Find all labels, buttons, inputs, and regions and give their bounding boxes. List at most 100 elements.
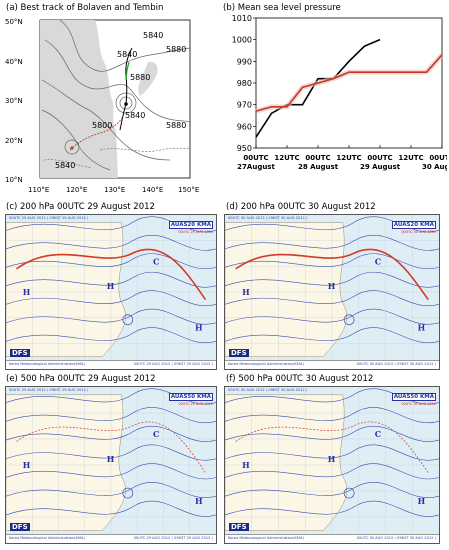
land-mass (40, 20, 118, 178)
footer-time: 00UTC 30 AUG 2012 ( 09KST 30 AUG 2012 ) (356, 536, 436, 540)
series-line-1 (255, 54, 443, 112)
pressure-center-marker: H (328, 454, 336, 464)
map-200hpa-29aug: H H H C 00UTC 29 AUG 2012 ( 09KST 29 AUG 20… (5, 214, 217, 370)
kma-date: 00UTC 29 AUG 2012 (178, 230, 213, 234)
footer-agency: Korea Meteorological Administration(KMA) (228, 362, 304, 366)
height-contour (225, 425, 439, 442)
typhoon-circulation (122, 314, 134, 326)
height-contour (225, 407, 439, 424)
map-footer: Korea Meteorological Administration(KMA)… (225, 360, 439, 369)
lat-tick: 50°N (5, 18, 23, 26)
isobar-line (41, 79, 171, 161)
pressure-center-marker: C (375, 256, 381, 266)
isobar-label: 5840 (117, 50, 137, 59)
footer-time: 00UTC 30 AUG 2012 ( 09KST 30 AUG 2012 ) (356, 362, 436, 366)
synoptic-chart: H H H C (225, 215, 439, 369)
isobar-label: 5840 (125, 111, 145, 120)
height-contour (6, 500, 216, 517)
pressure-center-marker: H (418, 323, 426, 333)
x-tick-label: 12UTC (398, 154, 423, 162)
x-tick-date: 27August (237, 163, 275, 171)
kma-date: 00UTC 29 AUG 2012 (178, 402, 213, 406)
kma-date: 00UTC 30 AUG 2012 (401, 402, 436, 406)
height-contour (6, 463, 216, 480)
pressure-center-marker: H (23, 287, 31, 297)
map-500hpa-29aug: H H H C 00UTC 29 AUG 2012 ( 09KST 29 AUG 20… (5, 386, 217, 544)
y-tick-label: 1010 (232, 14, 252, 23)
lon-tick: 130°E (104, 186, 125, 194)
y-tick-label: 1000 (232, 36, 252, 45)
lon-tick: 110°E (28, 186, 49, 194)
y-tick-label: 990 (237, 57, 252, 66)
storm-position (70, 146, 74, 150)
x-tick-label: 12UTC (274, 154, 299, 162)
map-footer: Korea Meteorological Administration(KMA)… (6, 360, 216, 369)
height-contour (6, 482, 216, 498)
synoptic-chart: H H H C (6, 215, 216, 369)
height-contour (6, 308, 216, 325)
synoptic-chart: H H H C (6, 387, 216, 543)
typhoon-circulation (343, 314, 355, 326)
height-contour (225, 482, 439, 498)
isobar-dashed (99, 147, 191, 152)
height-contour (6, 253, 216, 270)
japan-land (138, 61, 158, 96)
height-contour (225, 463, 439, 480)
isobar-label: 5840 (143, 31, 163, 40)
height-contour (225, 500, 439, 517)
footer-time: 00UTC 29 AUG 2012 ( 09KST 29 AUG 2012 ) (133, 362, 213, 366)
dfs-logo: DFS (10, 523, 30, 531)
height-contour (6, 407, 216, 424)
bolaven-track (119, 47, 133, 131)
height-contour (6, 290, 216, 307)
y-tick-label: 980 (237, 79, 252, 88)
lat-tick: 30°N (5, 97, 23, 105)
pressure-center-marker: H (195, 323, 203, 333)
lat-tick: 10°N (5, 176, 23, 184)
panel-a-track-map: 5840 5880 5840 5880 5840 5880 5800 5840 … (5, 18, 199, 194)
jet-stream (16, 421, 206, 473)
map-footer: Korea Meteorological Administration(KMA)… (225, 534, 439, 543)
isobar-label: 5880 (130, 73, 150, 82)
kma-badge: AUAS50 KMA (168, 393, 213, 401)
jet-stream (235, 248, 429, 301)
pressure-center-marker: H (242, 287, 250, 297)
y-tick-label: 970 (237, 101, 252, 110)
x-tick-date: 30 August (422, 163, 447, 171)
panel-e-title: (e) 500 hPa 00UTC 29 August 2012 (6, 374, 156, 384)
footer-agency: Korea Meteorological Administration(KMA) (228, 536, 304, 540)
footer-agency: Korea Meteorological Administration(KMA) (9, 362, 85, 366)
pressure-center-marker: H (107, 454, 115, 464)
isobar-ring (119, 96, 133, 110)
map-header: 00UTC 29 AUG 2012 ( 09KST 29 AUG 2012 ) (9, 216, 89, 220)
map-header: 00UTC 30 AUG 2012 ( 09KST 30 AUG 2012 ) (228, 388, 308, 392)
lon-tick: 120°E (66, 186, 87, 194)
track-segment-green (125, 61, 130, 81)
isobar-label: 5880 (166, 121, 186, 130)
dfs-logo: DFS (229, 349, 249, 357)
map-200hpa-30aug: H H H C 00UTC 30 AUG 2012 ( 09KST 30 AUG 20… (224, 214, 440, 370)
x-tick-date: 29 August (360, 163, 401, 171)
kma-badge: AUAS20 KMA (391, 221, 436, 229)
pressure-center-marker: H (23, 460, 31, 470)
height-contour (225, 253, 439, 270)
tembin-track (69, 117, 123, 151)
map-500hpa-30aug: H H H C 00UTC 30 AUG 2012 ( 09KST 30 AUG 20… (224, 386, 440, 544)
x-tick-date: 28 August (298, 163, 339, 171)
height-contour (6, 444, 216, 461)
x-tick-label: 00UTC (243, 154, 268, 162)
height-contour (225, 234, 439, 251)
pressure-center-marker: C (153, 429, 159, 439)
lon-tick: 150°E (178, 186, 199, 194)
lat-tick: 20°N (5, 137, 23, 145)
pressure-center-marker: C (153, 256, 159, 266)
map-footer: Korea Meteorological Administration(KMA)… (6, 534, 216, 543)
isobar-label: 5840 (55, 161, 75, 170)
series-line-0 (255, 38, 381, 138)
chart-frame (255, 17, 443, 149)
height-contour (6, 234, 216, 251)
pressure-center-marker: H (107, 281, 115, 291)
panel-f-title: (f) 500 hPa 00UTC 30 August 2012 (226, 374, 374, 384)
lat-tick: 40°N (5, 58, 23, 66)
isobar-ring (115, 92, 137, 114)
